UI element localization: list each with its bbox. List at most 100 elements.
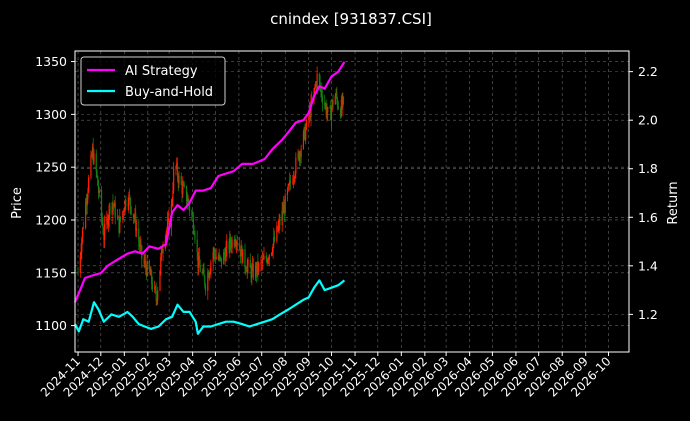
candle-body (271, 252, 273, 254)
candle-body (256, 261, 258, 274)
candle-body (138, 241, 141, 247)
candle-body (95, 153, 97, 171)
candle-body (340, 99, 342, 117)
candle-body (318, 73, 320, 83)
candle-body (165, 233, 167, 241)
candle-body (284, 195, 286, 213)
candle-body (150, 270, 152, 276)
candle-body (91, 146, 94, 157)
candle-body (149, 269, 151, 276)
candle-body (79, 255, 81, 273)
candle-body (293, 178, 295, 180)
candle-body (182, 184, 185, 186)
candle-body (288, 183, 290, 185)
candle-body (223, 252, 226, 255)
candle-body (327, 107, 329, 113)
candle-body (176, 163, 178, 167)
candle-body (281, 210, 283, 226)
candle-body (148, 260, 150, 270)
candle-body (218, 255, 220, 260)
candle-body (299, 153, 301, 158)
candle-body (125, 200, 127, 206)
y-axis-right-label: Return (666, 181, 681, 224)
candle-body (204, 276, 206, 286)
y-left-tick-label: 1300 (35, 107, 67, 122)
candle-body (261, 259, 264, 264)
candle-body (279, 220, 281, 226)
candle-body (173, 168, 175, 191)
y-left-tick-label: 1200 (35, 212, 67, 227)
candle-body (235, 243, 237, 245)
candle-body (85, 202, 87, 228)
candle-body (111, 202, 113, 215)
candle-body (197, 251, 199, 268)
candle-body (239, 249, 242, 257)
candle-body (228, 241, 230, 250)
candle-body (192, 215, 194, 217)
candle-body (273, 236, 275, 245)
y-left-tick-label: 1350 (35, 54, 67, 69)
candle-body (226, 241, 228, 248)
candle-body (325, 104, 327, 115)
candle-body (82, 227, 84, 229)
candle-body (114, 202, 116, 218)
candle-body (183, 184, 185, 186)
candle-body (217, 256, 220, 260)
candle-body (276, 226, 278, 242)
candle-body (292, 178, 295, 182)
candle-body (91, 154, 93, 157)
candle-body (194, 233, 196, 240)
candle-body (314, 87, 316, 89)
candle-body (213, 249, 215, 253)
y-axis-right: 1.2 1.4 1.6 1.8 2.0 2.2 (629, 64, 658, 322)
plot-frame (74, 50, 630, 353)
y-left-tick-label: 1150 (35, 265, 67, 280)
candle-body (265, 256, 267, 259)
candle-body (329, 107, 331, 108)
candle-body (203, 269, 205, 277)
candle-body (156, 299, 158, 301)
candle-body (155, 290, 157, 301)
candle-body (119, 216, 121, 233)
candle-body (236, 242, 238, 245)
candle-body (304, 127, 306, 141)
candle-body (319, 82, 321, 88)
candle-body (278, 220, 280, 226)
candle-body (86, 198, 88, 206)
candle-body (302, 131, 305, 149)
y-right-tick-label: 2.2 (638, 64, 658, 79)
candle-body (267, 259, 269, 263)
candle-body (101, 216, 103, 224)
candle-body (113, 202, 116, 208)
candle-body (154, 286, 157, 291)
series-lines (73, 61, 346, 335)
candle-body (135, 228, 138, 231)
candle-body (177, 176, 179, 184)
candle-body (96, 170, 98, 177)
candle-body (241, 246, 243, 264)
candle-body (117, 217, 119, 218)
candle-body (102, 223, 104, 234)
candle-body (185, 185, 188, 202)
candle-body (300, 148, 302, 158)
candle-body (202, 269, 204, 273)
candle-body (321, 89, 323, 97)
candle-body (231, 239, 233, 248)
candle-body (251, 268, 253, 278)
candle-body (160, 257, 162, 271)
candle-body (220, 257, 223, 265)
candle-body (209, 270, 211, 274)
candle-body (112, 202, 114, 205)
candle-body (268, 254, 270, 260)
candle-body (135, 213, 137, 231)
candle-body (260, 261, 262, 264)
candle-body (305, 119, 308, 129)
candle-body (176, 163, 179, 177)
candle-body (192, 216, 194, 231)
candle-body (113, 204, 115, 208)
candle-body (199, 265, 201, 272)
candle-body (330, 107, 332, 121)
candle-body (214, 254, 216, 259)
candle-body (342, 97, 344, 107)
